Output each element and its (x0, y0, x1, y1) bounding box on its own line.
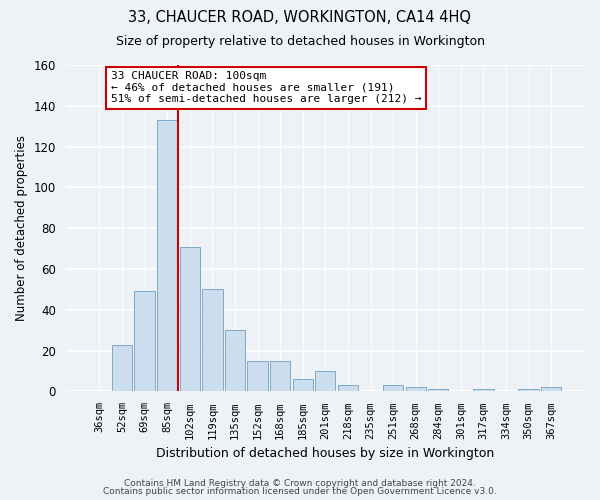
Text: Contains HM Land Registry data © Crown copyright and database right 2024.: Contains HM Land Registry data © Crown c… (124, 478, 476, 488)
Bar (157, 120, 178, 392)
Text: Size of property relative to detached houses in Workington: Size of property relative to detached ho… (115, 35, 485, 48)
Bar (112, 344, 132, 392)
Bar (518, 390, 539, 392)
Bar (270, 361, 290, 392)
Bar (247, 361, 268, 392)
Bar (315, 371, 335, 392)
Bar (338, 386, 358, 392)
Bar (225, 330, 245, 392)
Text: Contains public sector information licensed under the Open Government Licence v3: Contains public sector information licen… (103, 487, 497, 496)
Bar (134, 292, 155, 392)
Bar (202, 290, 223, 392)
Text: 33, CHAUCER ROAD, WORKINGTON, CA14 4HQ: 33, CHAUCER ROAD, WORKINGTON, CA14 4HQ (128, 10, 472, 25)
Bar (473, 390, 494, 392)
Bar (383, 386, 403, 392)
Bar (406, 388, 426, 392)
Bar (179, 246, 200, 392)
X-axis label: Distribution of detached houses by size in Workington: Distribution of detached houses by size … (156, 447, 494, 460)
Bar (541, 388, 562, 392)
Y-axis label: Number of detached properties: Number of detached properties (15, 135, 28, 321)
Bar (293, 379, 313, 392)
Bar (428, 390, 448, 392)
Text: 33 CHAUCER ROAD: 100sqm
← 46% of detached houses are smaller (191)
51% of semi-d: 33 CHAUCER ROAD: 100sqm ← 46% of detache… (111, 71, 421, 104)
